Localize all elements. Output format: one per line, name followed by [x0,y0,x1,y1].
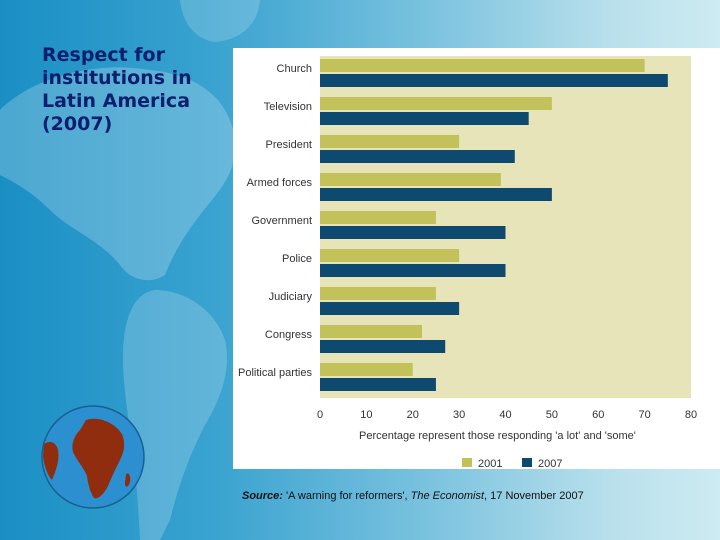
category-label-judiciary: Judiciary [269,291,313,303]
category-label-church: Church [277,63,312,75]
bar-chart: Church Television President Armed forces Gov… [238,56,697,469]
category-label-police: Police [282,253,312,265]
bar-congress-2001 [320,325,423,338]
x-tick-30: 30 [453,409,465,421]
legend-swatch-2001 [462,458,472,467]
north-america-shape [0,67,236,281]
bar-government-2007 [320,226,506,239]
greenland-shape [180,0,260,42]
globe-america-edge [43,442,59,480]
source-label: Source: [242,490,283,502]
globe-africa [72,418,125,499]
category-label-president: President [266,139,312,151]
source-publication: The Economist [410,490,485,502]
south-america-shape [122,290,228,540]
bar-television-2001 [320,97,552,110]
globe-madagascar [125,473,131,487]
category-label-congress: Congress [265,329,313,341]
bar-armed-forces-2001 [320,173,501,186]
bar-church-2001 [320,59,645,72]
source-article: 'A warning for reformers', [286,490,408,502]
category-labels: Church Television President Armed forces Gov… [238,63,312,379]
bar-judiciary-2001 [320,287,436,300]
bar-president-2007 [320,150,515,163]
x-tick-10: 10 [360,409,372,421]
bar-political-parties-2001 [320,363,413,376]
bar-government-2001 [320,211,436,224]
bar-police-2001 [320,249,460,262]
slide-title: Respect for institutions in Latin Americ… [42,44,192,135]
category-label-armed-forces: Armed forces [247,177,313,189]
x-tick-20: 20 [407,409,419,421]
x-tick-0: 0 [317,409,323,421]
bar-judiciary-2007 [320,302,460,315]
source-date: , 17 November 2007 [484,490,584,502]
category-label-government: Government [251,215,312,227]
x-tick-labels: 0 10 20 30 40 50 60 70 80 [317,409,697,421]
x-tick-80: 80 [685,409,697,421]
bar-television-2007 [320,112,529,125]
x-tick-70: 70 [639,409,651,421]
legend: 2001 2007 [462,458,562,469]
x-tick-50: 50 [546,409,558,421]
legend-label-2001: 2001 [478,458,502,469]
bar-president-2001 [320,135,460,148]
bar-police-2007 [320,264,506,277]
bar-political-parties-2007 [320,378,436,391]
x-axis-label: Percentage represent those responding 'a… [359,430,636,442]
bar-church-2007 [320,74,668,87]
bar-armed-forces-2007 [320,188,552,201]
x-tick-60: 60 [592,409,604,421]
legend-label-2007: 2007 [538,458,562,469]
source-citation: Source: 'A warning for reformers', The E… [242,490,584,502]
bar-congress-2007 [320,340,446,353]
plot-area [320,56,691,398]
category-label-television: Television [264,101,312,113]
category-label-political-parties: Political parties [238,367,312,379]
x-tick-40: 40 [499,409,511,421]
legend-swatch-2007 [522,458,532,467]
globe-icon [41,405,145,509]
chart-panel: Church Television President Armed forces Gov… [233,48,720,469]
